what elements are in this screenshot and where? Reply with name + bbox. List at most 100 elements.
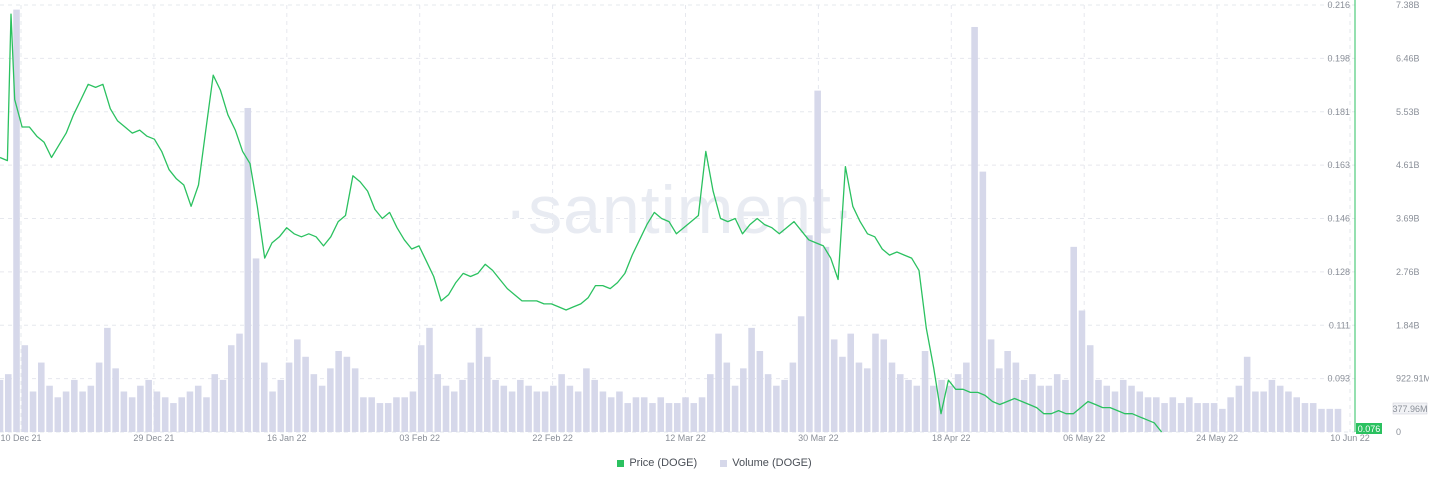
x-tick-label: 29 Dec 21 (133, 433, 174, 443)
volume-bar (426, 327, 433, 432)
volume-bar (574, 391, 582, 432)
volume-bar (475, 327, 483, 432)
volume-bar (740, 368, 747, 432)
volume-bar (442, 385, 450, 432)
volume-bar (71, 379, 78, 432)
volume-bar (1070, 246, 1077, 432)
volume-tick-label: 1.84B (1396, 320, 1420, 330)
volume-bar (252, 258, 260, 432)
volume-bar (1053, 374, 1061, 432)
volume-bar (905, 379, 912, 432)
volume-bar (731, 385, 739, 432)
volume-bar (104, 327, 111, 432)
volume-bar (1202, 403, 1210, 432)
volume-tick-label: 5.53B (1396, 107, 1420, 117)
legend-volume[interactable]: Volume (DOGE) (720, 457, 812, 469)
volume-bar (764, 374, 772, 432)
volume-bar (599, 391, 607, 432)
volume-bar (450, 391, 458, 432)
volume-bar (797, 316, 805, 432)
volume-bar (1252, 391, 1259, 432)
volume-bar (1276, 385, 1284, 432)
volume-bar (1219, 408, 1226, 432)
x-tick-label: 18 Apr 22 (932, 433, 971, 443)
volume-bar (1186, 397, 1193, 432)
volume-bar (1285, 391, 1292, 432)
current-volume-tag: 377.96M (1392, 402, 1428, 415)
volume-bar (624, 403, 631, 432)
volume-bar (277, 379, 285, 432)
volume-bar (0, 379, 4, 432)
volume-bar (872, 333, 879, 432)
volume-bar (79, 391, 86, 432)
volume-bar (632, 397, 640, 432)
volume-bar (1334, 408, 1342, 432)
volume-bar (384, 403, 392, 432)
volume-bar (550, 385, 557, 432)
volume-bar (1144, 397, 1152, 432)
volume-bar (236, 333, 243, 432)
volume-bar (153, 391, 161, 432)
volume-bar (946, 385, 954, 432)
volume-bar (145, 379, 152, 432)
price-tick-label: 0.128 (1327, 267, 1350, 277)
volume-bar (112, 368, 119, 432)
volume-bar (822, 246, 830, 432)
volume-tick-label: 4.61B (1396, 160, 1420, 170)
volume-bar (170, 403, 177, 432)
volume-bar (806, 235, 813, 432)
santiment-watermark: ·santiment· (504, 172, 855, 248)
volume-bar (996, 368, 1003, 432)
volume-bar (302, 356, 309, 432)
volume-bar (558, 374, 565, 432)
x-tick-label: 22 Feb 22 (532, 433, 573, 443)
volume-bar (1235, 385, 1243, 432)
volume-bar (525, 385, 532, 432)
current-price-tag: 0.076 (1356, 423, 1382, 434)
legend-price-label: Price (DOGE) (629, 457, 698, 469)
volume-bar (855, 362, 863, 432)
price-series-line (0, 13, 1163, 433)
volume-bar (13, 9, 20, 433)
volume-bar (186, 391, 194, 432)
volume-bar (1194, 403, 1201, 432)
volume-bar (541, 391, 549, 432)
volume-bar (839, 356, 846, 432)
volume-bar (847, 333, 854, 432)
x-tick-label: 24 May 22 (1196, 433, 1238, 443)
x-tick-label: 16 Jan 22 (267, 433, 307, 443)
volume-bar (880, 339, 888, 432)
volume-bar (1086, 345, 1094, 432)
volume-bar (682, 397, 689, 432)
volume-bar (335, 350, 342, 432)
volume-bar (665, 403, 673, 432)
volume-bar (360, 397, 367, 432)
price-swatch (617, 459, 625, 467)
volume-bar (492, 379, 499, 432)
x-tick-label: 03 Feb 22 (399, 433, 440, 443)
volume-bar (95, 362, 103, 432)
volume-bar (1103, 385, 1111, 432)
legend-price[interactable]: Price (DOGE) (617, 457, 697, 469)
volume-bar (244, 107, 252, 432)
volume-bar (930, 385, 937, 432)
volume-bar (1318, 408, 1325, 432)
volume-bar (707, 374, 714, 432)
volume-bar (1309, 403, 1317, 432)
volume-bar (1301, 403, 1309, 432)
volume-bar (203, 397, 210, 432)
x-tick-label: 06 May 22 (1063, 433, 1105, 443)
volume-bar (21, 345, 29, 432)
volume-bars (0, 9, 1342, 433)
volume-bar (1111, 391, 1119, 432)
volume-bar (1153, 397, 1160, 432)
volume-bar (756, 350, 764, 432)
volume-bar (1062, 379, 1069, 432)
volume-bar (351, 368, 359, 432)
x-axis-ticks: 10 Dec 21 29 Dec 21 16 Jan 22 03 Feb 22 22 F… (0, 433, 1369, 443)
volume-tick-label: 2.76B (1396, 267, 1420, 277)
x-tick-label: 12 Mar 22 (665, 433, 706, 443)
volume-bar (723, 362, 731, 432)
volume-bar (1177, 403, 1185, 432)
